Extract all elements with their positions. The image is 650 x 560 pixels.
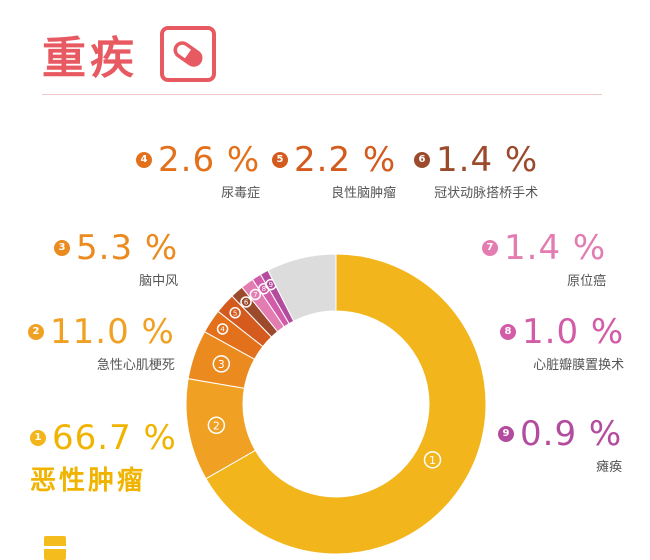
slice-marker-7: 7	[253, 291, 257, 299]
slice-label-6: 6 1.4 % 冠状动脉搭桥手术	[414, 140, 538, 201]
header: 重疾	[42, 22, 216, 86]
slice-name-9: 瘫痪	[596, 460, 623, 475]
slice-value-5: 2.2 %	[294, 140, 397, 180]
slice-badge-6: 6	[414, 152, 430, 168]
slice-value-8: 1.0 %	[522, 312, 625, 352]
slice-marker-ring-7	[249, 288, 262, 301]
slice-name-8: 心脏瓣膜置换术	[533, 358, 625, 373]
header-divider	[42, 94, 602, 95]
slice-label-8: 8 1.0 % 心脏瓣膜置换术	[500, 312, 624, 373]
slice-value-4: 2.6 %	[158, 140, 261, 180]
slice-badge-2: 2	[28, 324, 44, 340]
slice-marker-5: 5	[233, 309, 237, 317]
slice-marker-6: 6	[244, 298, 249, 306]
slice-marker-ring-6	[240, 296, 252, 308]
slice-marker-9: 9	[269, 281, 273, 289]
donut-slice-1	[205, 253, 487, 555]
slice-label-1: 1 66.7 % 恶性肿瘤	[30, 418, 177, 497]
slice-value-6: 1.4 %	[436, 140, 539, 180]
slice-name-7: 原位癌	[567, 274, 607, 289]
slice-label-3: 3 5.3 % 脑中风	[54, 228, 178, 289]
slice-label-5: 5 2.2 % 良性脑肿瘤	[272, 140, 396, 201]
slice-badge-1: 1	[30, 430, 46, 446]
slice-name-5: 良性脑肿瘤	[331, 186, 397, 201]
slice-badge-8: 8	[500, 324, 516, 340]
slice-marker-3: 3	[218, 358, 225, 371]
slice-name-4: 尿毒症	[221, 186, 261, 201]
legend-marker-icon	[44, 536, 66, 560]
pill-icon	[160, 26, 216, 82]
slice-marker-ring-5	[229, 307, 241, 319]
slice-label-9: 9 0.9 % 瘫痪	[498, 414, 622, 475]
slice-marker-ring-3	[212, 355, 231, 373]
slice-badge-9: 9	[498, 426, 514, 442]
slice-badge-7: 7	[482, 240, 498, 256]
slice-name-6: 冠状动脉搭桥手术	[434, 186, 539, 201]
slice-value-7: 1.4 %	[504, 228, 607, 268]
slice-value-3: 5.3 %	[76, 228, 179, 268]
slice-name-3: 脑中风	[139, 274, 179, 289]
slice-marker-ring-4	[216, 323, 229, 335]
slice-name-2: 急性心肌梗死	[96, 358, 175, 373]
slice-badge-5: 5	[272, 152, 288, 168]
slice-value-1: 66.7 %	[52, 418, 177, 458]
donut-slice-other	[267, 253, 337, 322]
slice-marker-ring-2	[207, 416, 226, 435]
slice-marker-4: 4	[220, 325, 225, 333]
slice-marker-8: 8	[262, 285, 266, 293]
slice-marker-2: 2	[213, 419, 220, 432]
slice-label-4: 4 2.6 % 尿毒症	[136, 140, 260, 201]
slice-badge-4: 4	[136, 152, 152, 168]
slice-value-9: 0.9 %	[520, 414, 623, 454]
slice-label-7: 7 1.4 % 原位癌	[482, 228, 606, 289]
slice-label-2: 2 11.0 % 急性心肌梗死	[28, 312, 175, 373]
slice-marker-ring-1	[423, 451, 442, 469]
slice-name-1: 恶性肿瘤	[30, 466, 147, 496]
slice-badge-3: 3	[54, 240, 70, 256]
page-title: 重疾	[42, 33, 138, 84]
slice-value-2: 11.0 %	[50, 312, 175, 352]
slice-marker-1: 1	[429, 454, 436, 467]
